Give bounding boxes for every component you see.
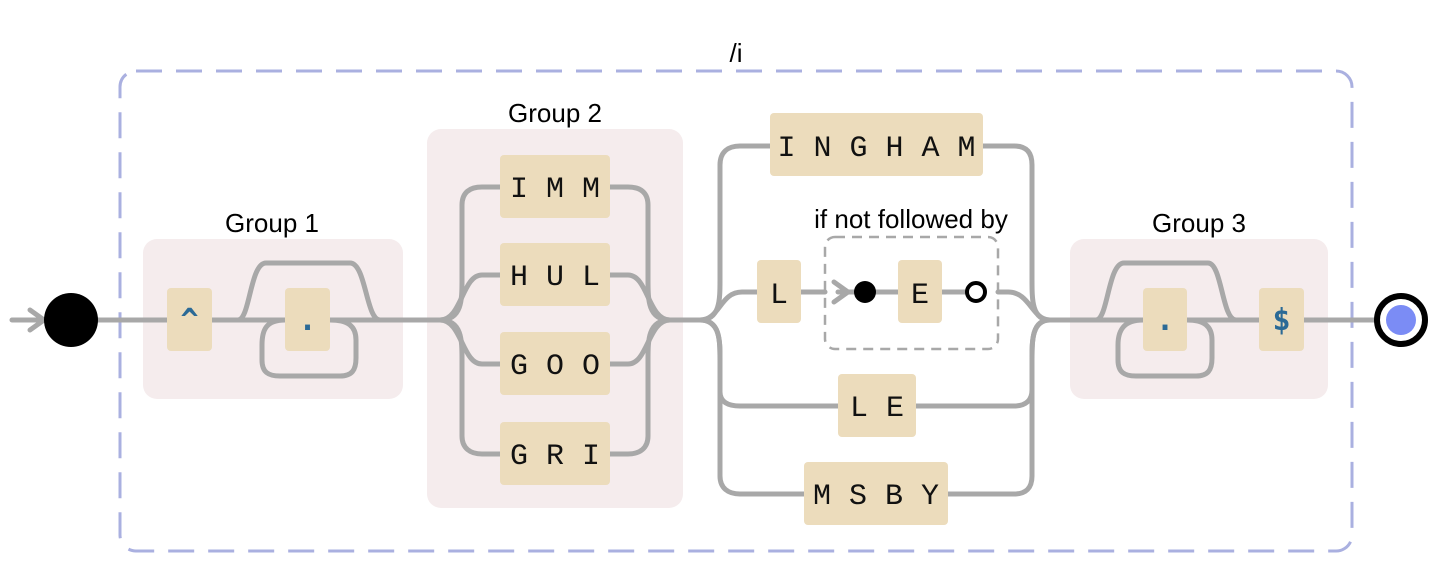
end-node-inner (1386, 305, 1416, 335)
lookahead-literal: E (911, 279, 929, 313)
literal-l: L (770, 279, 788, 313)
literal-gri: G R I (510, 440, 600, 474)
literal-goo: G O O (510, 350, 600, 384)
group1-any-char-box (285, 288, 330, 351)
literal-ingham: I N G H A M (777, 132, 975, 166)
lookahead-label: if not followed by (814, 204, 1008, 234)
literal-l-box (757, 260, 801, 323)
literal-msby: M S B Y (813, 480, 939, 514)
literal-le-box (838, 374, 916, 437)
literal-hul-box (500, 243, 610, 306)
group3-any-char-symbol: . (1156, 303, 1174, 338)
group3-label: Group 3 (1152, 208, 1246, 238)
literal-imm-box (500, 155, 610, 218)
start-node (44, 293, 98, 347)
literal-imm: I M M (510, 173, 600, 207)
flag-label: /i (730, 38, 743, 68)
literal-hul: H U L (510, 261, 600, 295)
group2-label: Group 2 (508, 98, 602, 128)
lookahead-start-node (854, 281, 876, 303)
lookahead-literal-box (898, 260, 942, 323)
group1-any-char-symbol: . (298, 303, 316, 338)
start-anchor-box (167, 288, 212, 351)
literal-le: L E (850, 392, 904, 426)
connector-wires (9, 143, 1381, 497)
literal-ingham-box (770, 113, 983, 176)
group3-any-char-box (1143, 288, 1187, 351)
lookahead-end-node (965, 281, 987, 303)
group1-label: Group 1 (225, 208, 319, 238)
literal-goo-box (500, 332, 610, 395)
literal-msby-box (804, 462, 948, 525)
group2-background (427, 129, 683, 508)
start-anchor-symbol: ^ (180, 303, 198, 338)
end-anchor-symbol: $ (1272, 303, 1290, 338)
end-anchor-box (1259, 288, 1304, 351)
lookahead-container (823, 235, 1000, 351)
literal-gri-box (500, 422, 610, 485)
flag-container (118, 69, 1354, 553)
